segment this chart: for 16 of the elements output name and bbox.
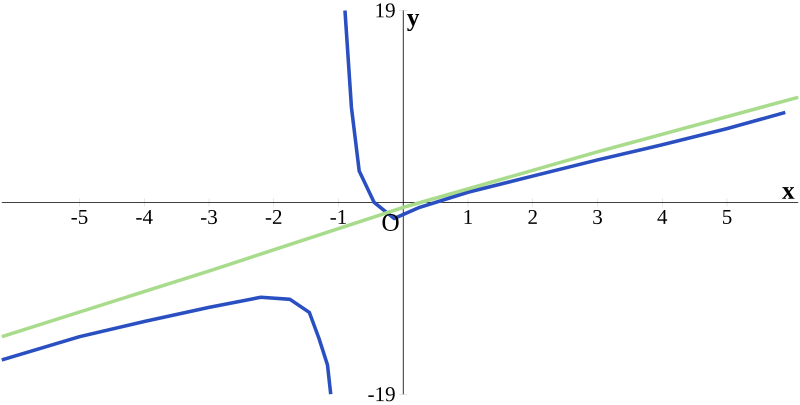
x-tick-label: -2 [266, 210, 282, 224]
x-tick-label: 5 [722, 210, 732, 224]
annotation: O [382, 214, 399, 232]
x-tick-label: 2 [528, 210, 537, 224]
y-axis-title: y [407, 14, 420, 32]
y-tick-label: 19 [376, 4, 395, 18]
x-tick-label: 4 [657, 210, 668, 224]
x-axis-title: x [782, 187, 794, 199]
x-tick-label: -5 [72, 210, 88, 224]
line-series [0, 96, 800, 339]
x-tick-label: -1 [330, 210, 346, 224]
x-tick-label: 1 [464, 210, 472, 224]
y-tick-label: -19 [368, 387, 395, 402]
x-tick-label: 3 [593, 210, 602, 224]
x-tick-label: -4 [136, 210, 153, 224]
x-tick-label: -3 [201, 210, 217, 224]
